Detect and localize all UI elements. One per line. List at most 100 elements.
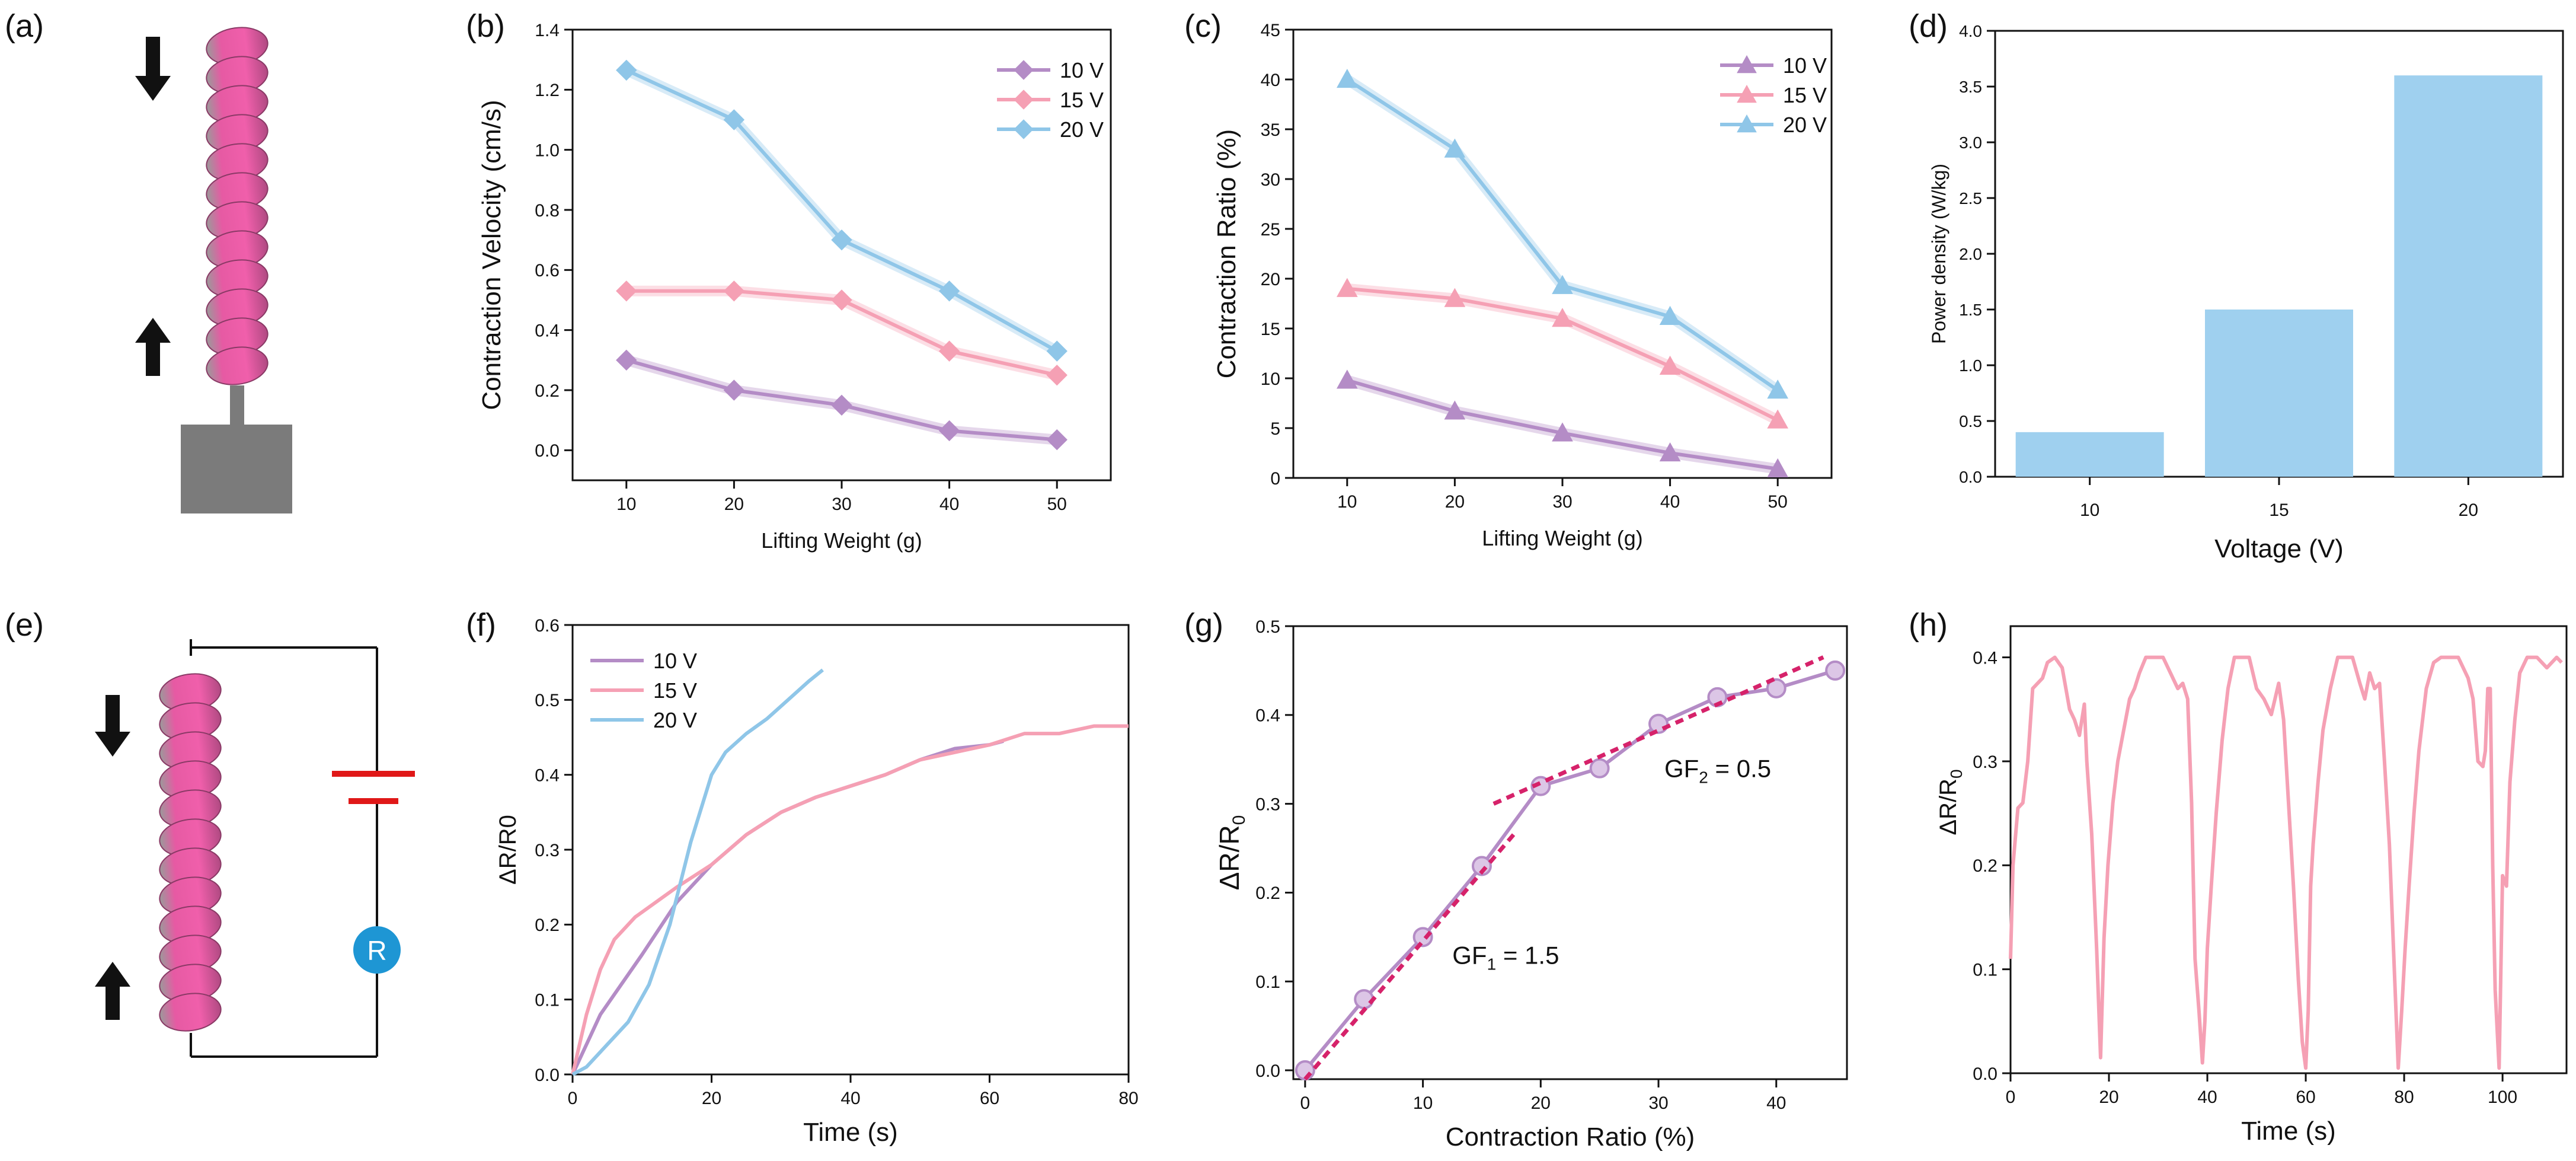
series-line <box>571 724 1129 1075</box>
data-point <box>1014 60 1034 80</box>
y-tick-label: 0.0 <box>1973 1064 1997 1084</box>
axes-frame <box>2009 625 2568 1074</box>
legend-entry: 20 V <box>653 708 697 732</box>
data-point <box>831 394 852 416</box>
x-tick-label: 60 <box>2296 1087 2315 1107</box>
y-axis-label: Power density (W/kg) <box>1928 164 1949 344</box>
x-tick-label: 10 <box>616 495 636 514</box>
data-point <box>1767 409 1789 429</box>
data-point <box>831 289 852 311</box>
data-point <box>1014 90 1034 110</box>
x-axis-label: Lifting Weight (g) <box>761 528 922 553</box>
data-point <box>723 379 745 401</box>
x-tick-label: 20 <box>2459 500 2478 520</box>
y-tick-label: 4.0 <box>1959 22 1982 40</box>
y-tick-label: 0.2 <box>1255 883 1280 903</box>
series-line <box>571 739 1004 1076</box>
x-tick-label: 20 <box>702 1089 721 1108</box>
x-tick-label: 40 <box>840 1089 860 1108</box>
annotation-subscript: 1 <box>1487 955 1497 973</box>
data-point <box>1767 379 1789 399</box>
x-tick-label: 20 <box>724 495 744 514</box>
data-point <box>616 59 637 81</box>
y-axis-label: ΔR/R0 <box>1214 815 1249 891</box>
legend-entry: 10 V <box>1783 53 1827 78</box>
x-tick-label: 10 <box>1413 1093 1433 1113</box>
x-axis-label: Lifting Weight (g) <box>1482 526 1642 550</box>
x-tick-label: 80 <box>1118 1089 1138 1108</box>
y-tick-label: 0.5 <box>1959 412 1982 430</box>
series-line <box>2009 655 2563 1070</box>
y-tick-label: 3.5 <box>1959 78 1982 96</box>
y-axis-label: ΔR/R0 <box>1935 769 1965 835</box>
x-tick-label: 20 <box>1445 492 1465 512</box>
data-point <box>1046 364 1068 386</box>
y-tick-label: 0.0 <box>1959 468 1982 486</box>
data-point <box>1046 429 1068 451</box>
legend-entry: 15 V <box>1060 88 1104 112</box>
x-axis-label: Voltage (V) <box>2214 534 2344 563</box>
data-point <box>1336 68 1358 88</box>
y-tick-label: 5 <box>1270 419 1280 439</box>
data-point <box>723 280 745 302</box>
data-point <box>938 340 960 362</box>
x-tick-label: 15 <box>2269 500 2289 520</box>
data-point <box>1444 400 1466 420</box>
y-tick-label: 0.2 <box>1973 856 1997 876</box>
y-tick-label: 10 <box>1261 369 1280 389</box>
bar <box>2205 310 2353 477</box>
data-point <box>1412 927 1433 948</box>
y-tick-label: 0.5 <box>1255 617 1280 637</box>
data-point <box>1530 776 1551 796</box>
panel-label-f: (f) <box>466 607 496 643</box>
data-point <box>1737 114 1757 133</box>
annotation-value: = 1.5 <box>1496 941 1559 969</box>
panel-label-g: (g) <box>1184 607 1223 643</box>
up-arrow-icon <box>95 962 130 1020</box>
x-axis-label: Contraction Ratio (%) <box>1446 1122 1695 1152</box>
fit-line <box>1303 829 1519 1081</box>
coil-actuator-e <box>159 673 222 1032</box>
y-tick-label: 0.1 <box>1973 960 1997 980</box>
x-tick-label: 10 <box>2080 500 2099 520</box>
x-tick-label: 0 <box>2006 1087 2016 1107</box>
x-tick-label: 40 <box>1766 1093 1786 1113</box>
panel-label-e: (e) <box>5 607 44 643</box>
resistor-label: R <box>367 935 386 966</box>
up-arrow-icon <box>135 318 171 376</box>
coil-turn <box>206 346 269 385</box>
y-tick-label: 0.2 <box>535 916 560 935</box>
bar <box>2394 75 2543 477</box>
data-point <box>1589 758 1610 779</box>
x-tick-label: 0 <box>1300 1093 1311 1113</box>
data-point <box>1766 678 1786 698</box>
data-point <box>1336 278 1358 297</box>
panel-label-d: (d) <box>1909 8 1948 44</box>
data-point <box>1659 442 1681 462</box>
y-tick-label: 20 <box>1261 270 1280 289</box>
y-tick-label: 1.4 <box>535 21 560 40</box>
data-point <box>831 229 852 251</box>
y-tick-label: 35 <box>1261 120 1280 140</box>
x-tick-label: 40 <box>1660 492 1680 512</box>
annotation-prefix: GF <box>1664 755 1699 783</box>
y-tick-label: 0.3 <box>1255 795 1280 814</box>
y-axis-label-main: ΔR/R <box>1214 825 1245 890</box>
y-tick-label: 0.0 <box>535 441 560 461</box>
x-tick-label: 10 <box>1337 492 1357 512</box>
data-line <box>1303 669 1836 1071</box>
y-tick-label: 30 <box>1261 170 1280 190</box>
actuator-illustration-a <box>135 27 292 513</box>
y-tick-label: 1.0 <box>535 141 560 160</box>
x-tick-label: 30 <box>1648 1093 1668 1113</box>
y-tick-label: 0.4 <box>535 766 560 785</box>
data-point <box>616 349 637 371</box>
data-point <box>1552 422 1573 442</box>
y-tick-label: 2.5 <box>1959 189 1982 208</box>
hanging-weight <box>181 425 292 513</box>
y-axis-label: Contraction Velocity (cm/s) <box>477 100 506 410</box>
annotation-subscript: 2 <box>1699 768 1708 787</box>
